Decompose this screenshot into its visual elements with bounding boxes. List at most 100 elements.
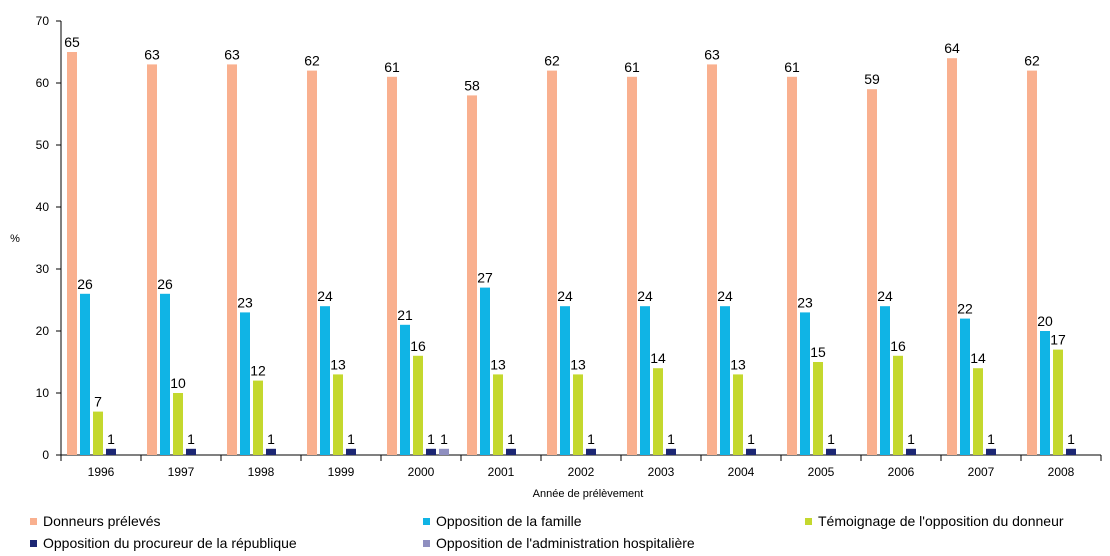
bar — [973, 368, 983, 455]
bar — [787, 76, 797, 456]
data-label: 1 — [907, 431, 915, 447]
data-label: 62 — [1024, 53, 1040, 69]
data-label: 13 — [490, 356, 506, 372]
data-label: 24 — [877, 288, 893, 304]
x-tick-label: 2000 — [408, 465, 435, 479]
bar — [1053, 349, 1063, 455]
bar — [186, 448, 196, 455]
legend-label: Donneurs prélevés — [43, 513, 161, 529]
data-label: 65 — [64, 34, 80, 50]
data-label: 24 — [637, 288, 653, 304]
bar — [547, 70, 557, 455]
data-label: 21 — [397, 307, 413, 323]
data-label: 58 — [464, 77, 480, 93]
y-axis: 0 10 20 30 40 50 60 70 — [36, 14, 62, 462]
bar-chart: 0 10 20 30 40 50 60 70 1996 1997 1998 1999 2000 2001… — [10, 14, 1102, 500]
x-axis: 1996 1997 1998 1999 2000 2001 2002 2003 2004 2005… — [60, 454, 1102, 479]
data-label: 23 — [237, 294, 253, 310]
data-label: 64 — [944, 40, 960, 56]
bar — [227, 64, 237, 456]
bar — [986, 448, 996, 455]
data-label: 24 — [557, 288, 573, 304]
data-label: 22 — [957, 301, 973, 317]
data-label: 10 — [170, 375, 186, 391]
bar — [666, 448, 676, 455]
data-label: 61 — [384, 59, 400, 75]
data-label: 13 — [730, 356, 746, 372]
data-label: 62 — [304, 53, 320, 69]
legend-item: Témoignage de l'opposition du donneur — [805, 512, 1064, 530]
data-label: 1 — [267, 431, 275, 447]
legend-item: Donneurs prélevés — [30, 512, 161, 530]
x-tick-label: 1997 — [168, 465, 195, 479]
data-label: 1 — [440, 431, 448, 447]
legend-item: Opposition du procureur de la république — [30, 534, 297, 552]
data-label: 1 — [1067, 431, 1075, 447]
bar — [640, 306, 650, 455]
bar — [266, 448, 276, 455]
data-label: 13 — [570, 356, 586, 372]
bar — [1066, 448, 1076, 455]
bar — [733, 374, 743, 455]
data-label: 26 — [157, 276, 173, 292]
data-label: 63 — [224, 46, 240, 62]
data-label: 1 — [347, 431, 355, 447]
x-tick-label: 2006 — [888, 465, 915, 479]
bar — [653, 368, 663, 455]
data-label: 23 — [797, 294, 813, 310]
bar — [893, 355, 903, 455]
y-tick-label: 20 — [36, 324, 50, 338]
bar — [93, 411, 103, 455]
bars — [67, 52, 1076, 456]
x-tick-label: 2008 — [1048, 465, 1075, 479]
bar — [1040, 331, 1050, 455]
y-tick-label: 40 — [36, 200, 50, 214]
x-tick-label: 2001 — [488, 465, 515, 479]
bar — [80, 293, 90, 455]
data-label: 1 — [587, 431, 595, 447]
bar — [826, 448, 836, 455]
bar — [67, 52, 77, 455]
legend-swatch — [805, 517, 812, 525]
bar — [586, 448, 596, 455]
bar — [947, 58, 957, 455]
legend-swatch — [423, 517, 430, 525]
bar — [1027, 70, 1037, 455]
x-axis-title: Année de prélèvement — [533, 488, 644, 500]
bar — [707, 64, 717, 456]
legend: Donneurs prélevés Opposition de la famill… — [30, 512, 1110, 556]
data-label: 14 — [650, 350, 666, 366]
data-label: 1 — [427, 431, 435, 447]
bar — [467, 95, 477, 456]
data-label: 16 — [410, 338, 426, 354]
legend-label: Opposition du procureur de la république — [43, 535, 297, 551]
data-label: 13 — [330, 356, 346, 372]
data-label: 14 — [970, 350, 986, 366]
legend-swatch — [30, 517, 37, 525]
x-tick-label: 2004 — [728, 465, 755, 479]
x-tick-label: 1998 — [248, 465, 275, 479]
legend-item: Opposition de la famille — [423, 512, 582, 530]
bar — [320, 306, 330, 455]
y-tick-label: 0 — [42, 448, 49, 462]
legend-swatch — [423, 539, 430, 547]
data-label: 24 — [717, 288, 733, 304]
bar — [147, 64, 157, 456]
x-tick-label: 1996 — [88, 465, 115, 479]
data-labels: 65 63 63 62 61 58 62 61 63 61 59 64 62 26 26 23 24 21 27 24… — [64, 34, 1075, 447]
x-tick-label: 1999 — [328, 465, 355, 479]
bar — [413, 355, 423, 455]
bar — [880, 306, 890, 455]
data-label: 24 — [317, 288, 333, 304]
bar — [387, 76, 397, 456]
bar — [493, 374, 503, 455]
data-label: 16 — [890, 338, 906, 354]
legend-swatch — [30, 539, 37, 547]
bar — [173, 393, 183, 455]
data-label: 61 — [624, 59, 640, 75]
y-tick-label: 70 — [36, 14, 50, 28]
bar — [346, 448, 356, 455]
y-tick-label: 60 — [36, 76, 50, 90]
data-label: 20 — [1037, 313, 1053, 329]
data-label: 1 — [667, 431, 675, 447]
